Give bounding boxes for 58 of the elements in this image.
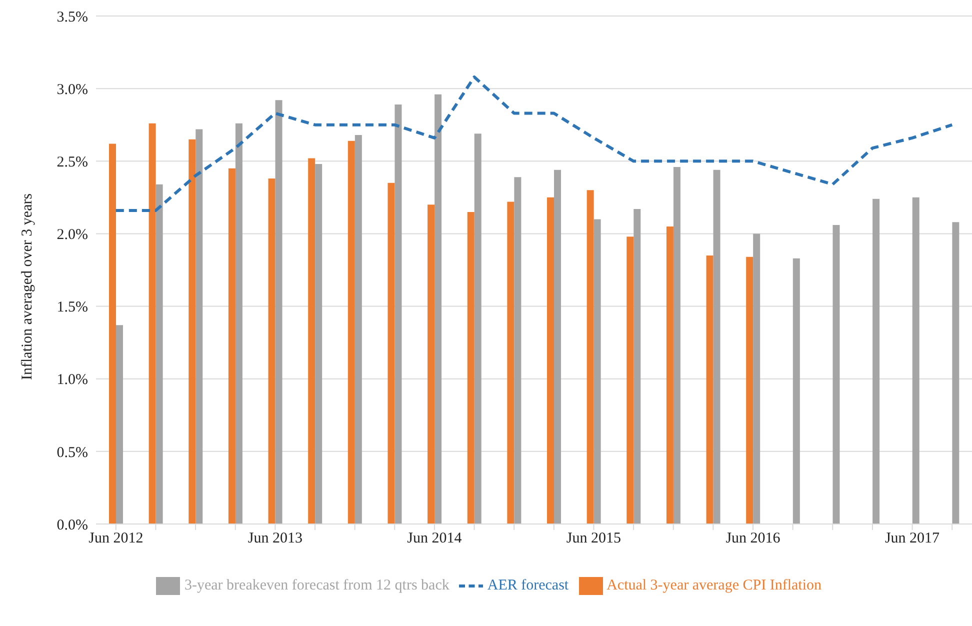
x-tick-label: Jun 2015 <box>566 530 622 547</box>
bar <box>308 158 316 524</box>
bar <box>713 170 720 524</box>
y-tick-label: 3.5% <box>56 9 88 26</box>
y-tick-label: 3.0% <box>56 82 88 98</box>
y-axis-title: Inflation averaged over 3 years <box>19 193 36 380</box>
bar <box>514 177 522 524</box>
x-tick-label: Jun 2012 <box>88 530 144 547</box>
y-tick-label: 1.0% <box>56 372 88 388</box>
x-tick-label: Jun 2014 <box>407 530 462 547</box>
y-tick-label: 0.0% <box>56 517 88 534</box>
bar <box>547 197 554 524</box>
legend-label: 3-year breakeven forecast from 12 qtrs back <box>184 577 450 594</box>
bar <box>832 225 840 524</box>
bar <box>666 226 674 524</box>
bar <box>354 135 362 524</box>
bar <box>348 140 355 524</box>
line-series <box>114 75 954 212</box>
bar <box>673 166 680 524</box>
bar <box>952 222 960 524</box>
bar <box>746 256 754 524</box>
bar <box>394 104 402 524</box>
bar <box>156 184 163 524</box>
y-tick-label: 1.5% <box>56 300 88 316</box>
bar <box>235 123 242 524</box>
bar <box>626 236 634 524</box>
bar <box>388 182 395 524</box>
bar <box>268 178 276 524</box>
x-tick-label: Jun 2013 <box>248 530 302 547</box>
bar <box>872 198 880 524</box>
x-tick-label: Jun 2017 <box>884 530 940 547</box>
bar <box>148 123 156 524</box>
legend-label: Actual 3-year average CPI Inflation <box>606 577 822 594</box>
y-tick-label: 2.0% <box>56 227 88 244</box>
bar <box>428 204 435 524</box>
bar <box>116 325 123 524</box>
bar <box>228 168 236 524</box>
y-tick-label: 2.5% <box>56 154 88 170</box>
bar <box>706 255 714 524</box>
bar <box>188 139 196 524</box>
x-tick-label: Jun 2016 <box>726 530 781 547</box>
y-tick-label: 0.5% <box>56 444 88 461</box>
bar <box>753 234 760 524</box>
bar <box>594 219 601 524</box>
bar <box>196 129 203 524</box>
bar <box>586 190 594 524</box>
bar <box>912 197 920 524</box>
bar <box>467 212 474 524</box>
bar <box>792 258 800 524</box>
bar <box>275 100 282 524</box>
bar <box>434 94 442 524</box>
bar <box>507 202 514 524</box>
bar <box>109 144 116 524</box>
bar <box>554 170 561 524</box>
bar <box>474 134 482 524</box>
legend-label: AER forecast <box>487 577 569 594</box>
bar <box>634 209 641 524</box>
bar <box>315 164 322 524</box>
